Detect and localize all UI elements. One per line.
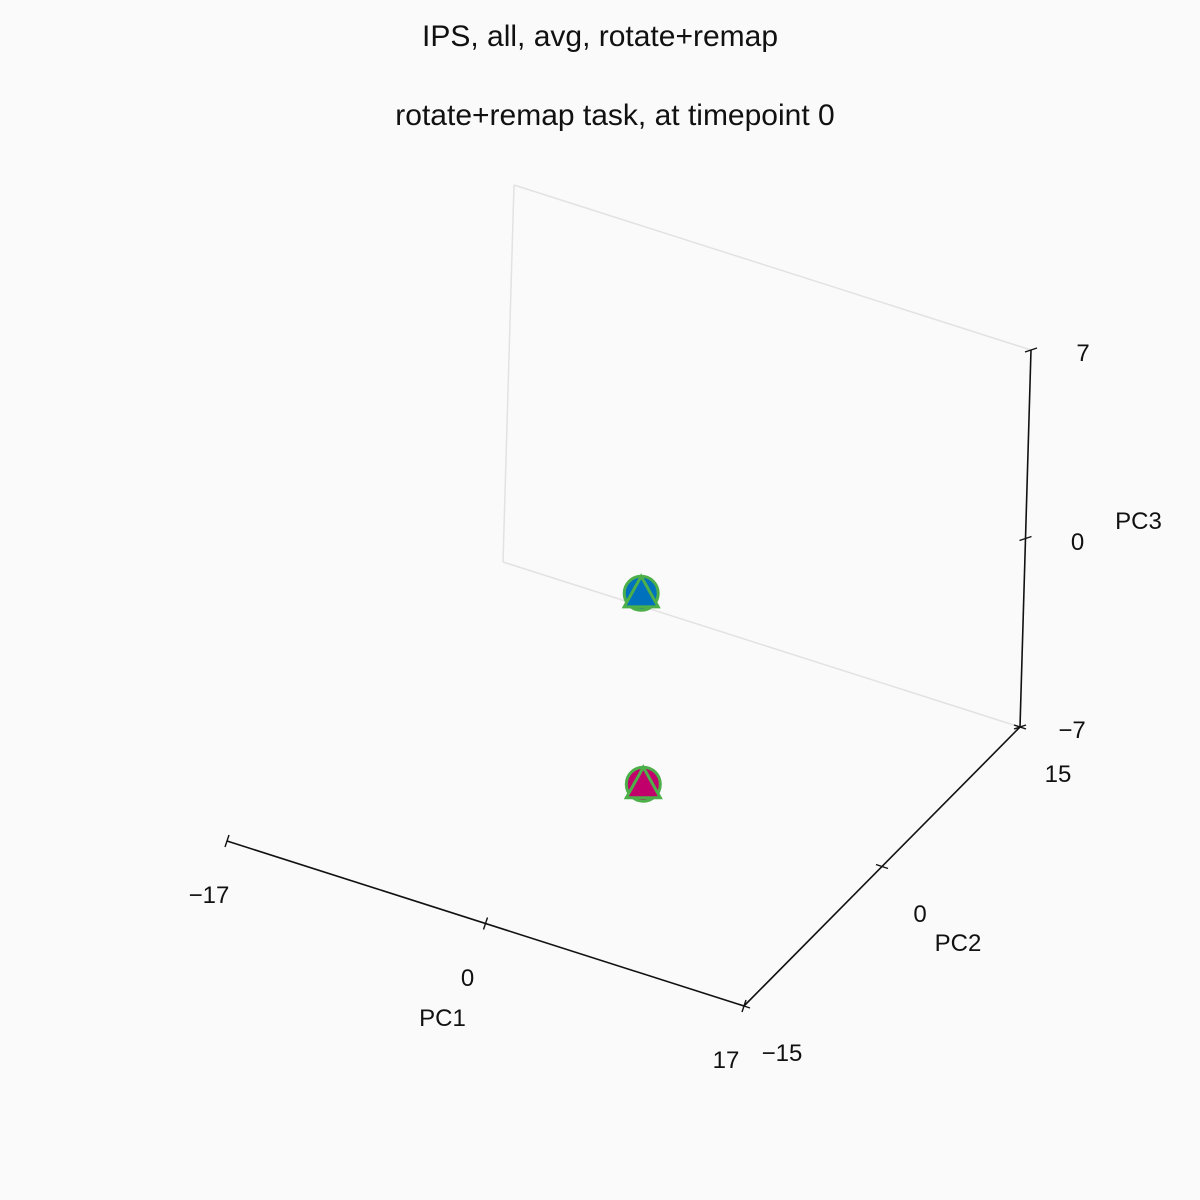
pc3-axis-label: PC3 (1115, 507, 1162, 535)
axes-panes (502, 184, 1032, 728)
pane-edge-0 (502, 184, 515, 563)
pane-edge-1 (513, 184, 1032, 351)
pc2-tick-label: 15 (1044, 761, 1072, 788)
pane-edge-2 (502, 561, 1021, 728)
pc1-tick-mark (482, 917, 489, 930)
data-point-triangle (623, 764, 663, 800)
pc2-tick-mark (875, 863, 889, 870)
figure-suptitle: IPS, all, avg, rotate+remap (421, 20, 779, 53)
pc1-tick-label: 17 (712, 1047, 740, 1074)
pc3-tick-label: 7 (1076, 340, 1090, 367)
pc2-tick-label: −15 (761, 1040, 803, 1067)
pc3-tick-mark (1024, 347, 1038, 353)
axis-lines (226, 349, 1032, 1007)
pc3-tick-mark (1013, 724, 1027, 730)
pc1-tick-mark (224, 834, 230, 848)
pc2-tick-label: 0 (913, 900, 927, 928)
pc3-tick-mark (1019, 535, 1032, 542)
pc2-tick-mark (737, 1003, 751, 1009)
chart-title: rotate+remap task, at timepoint 0 (395, 99, 835, 132)
pc3-tick-label: 0 (1070, 528, 1085, 556)
data-points (621, 573, 663, 803)
pc3-tick-label: −7 (1058, 717, 1086, 744)
axis-ticks (224, 347, 1038, 1013)
pc1-axis-label: PC1 (419, 1004, 466, 1032)
pc2-axis-label: PC2 (934, 929, 982, 957)
pc1-tick-label: 0 (460, 964, 475, 992)
data-point-triangle (621, 573, 661, 609)
pc1-tick-label: −17 (188, 882, 230, 909)
